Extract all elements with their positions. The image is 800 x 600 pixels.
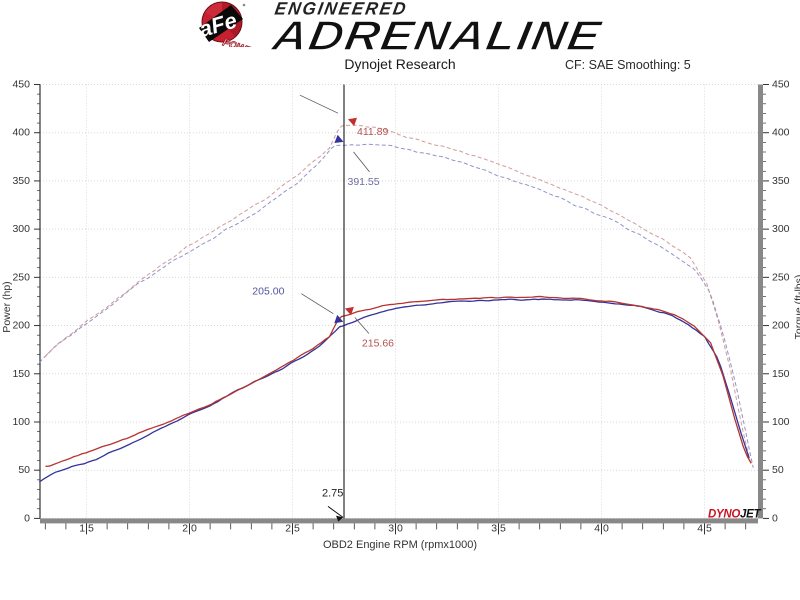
svg-text:250: 250: [772, 271, 790, 283]
svg-text:150: 150: [12, 368, 30, 380]
svg-text:50: 50: [18, 464, 30, 476]
svg-text:2.5: 2.5: [285, 522, 300, 534]
svg-text:215.66: 215.66: [362, 338, 394, 350]
svg-text:100: 100: [772, 416, 790, 428]
svg-text:250: 250: [12, 271, 30, 283]
svg-text:400: 400: [12, 127, 30, 139]
svg-text:200: 200: [12, 320, 30, 332]
svg-text:3.5: 3.5: [491, 522, 506, 534]
svg-text:100: 100: [12, 416, 30, 428]
svg-text:50: 50: [772, 464, 784, 476]
svg-text:1.5: 1.5: [79, 522, 94, 534]
svg-text:450: 450: [12, 79, 30, 91]
svg-text:4.0: 4.0: [594, 522, 609, 534]
svg-text:0: 0: [772, 512, 778, 524]
svg-text:200: 200: [772, 320, 790, 332]
svg-text:0: 0: [24, 512, 30, 524]
svg-text:400: 400: [772, 127, 790, 139]
svg-text:150: 150: [772, 368, 790, 380]
svg-text:DYNOJET: DYNOJET: [708, 509, 761, 521]
svg-text:350: 350: [772, 175, 790, 187]
svg-text:4.5: 4.5: [697, 522, 712, 534]
svg-text:2.75: 2.75: [322, 487, 343, 499]
svg-text:300: 300: [772, 223, 790, 235]
svg-text:2.0: 2.0: [182, 522, 197, 534]
svg-text:350: 350: [12, 175, 30, 187]
svg-text:411.89: 411.89: [357, 126, 388, 138]
svg-text:3.0: 3.0: [388, 522, 403, 534]
svg-text:391.55: 391.55: [348, 176, 380, 188]
svg-text:205.00: 205.00: [252, 286, 284, 298]
svg-text:450: 450: [772, 79, 790, 91]
svg-text:300: 300: [12, 223, 30, 235]
